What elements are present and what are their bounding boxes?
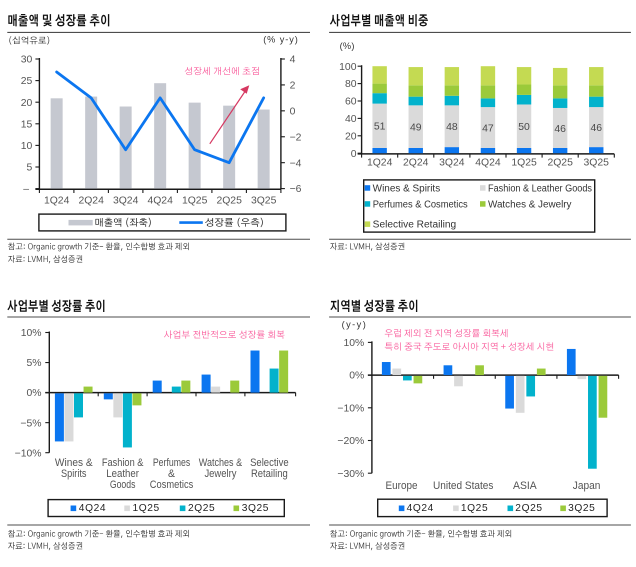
svg-text:−10%: −10%	[337, 403, 364, 414]
svg-text:Cosmetics: Cosmetics	[150, 479, 194, 491]
svg-text:80: 80	[345, 79, 357, 90]
svg-text:3Q25: 3Q25	[568, 503, 595, 514]
svg-text:5: 5	[27, 163, 33, 174]
svg-text:48: 48	[446, 122, 458, 133]
svg-text:4Q24: 4Q24	[79, 503, 106, 514]
svg-text:1Q25: 1Q25	[133, 503, 160, 514]
svg-text:&: &	[168, 468, 176, 480]
svg-text:60: 60	[345, 97, 357, 108]
svg-text:2Q25: 2Q25	[515, 503, 542, 514]
svg-text:Goods: Goods	[110, 479, 136, 491]
svg-text:5%: 5%	[26, 358, 41, 369]
svg-text:Perfumes: Perfumes	[153, 457, 191, 469]
svg-text:0%: 0%	[26, 388, 41, 399]
svg-text:(y-y): (y-y)	[342, 320, 368, 330]
svg-text:−6: −6	[290, 184, 302, 195]
svg-text:Wines &: Wines &	[55, 457, 93, 469]
svg-text:1Q25: 1Q25	[511, 157, 537, 168]
svg-text:–: –	[23, 184, 29, 195]
svg-text:−5%: −5%	[20, 418, 41, 429]
svg-text:4Q24: 4Q24	[407, 503, 434, 514]
svg-text:40: 40	[345, 114, 357, 125]
svg-text:1Q24: 1Q24	[367, 157, 393, 168]
svg-text:25: 25	[21, 76, 33, 87]
svg-text:2Q25: 2Q25	[188, 503, 215, 514]
svg-text:Fashion &: Fashion &	[102, 457, 144, 469]
svg-text:100: 100	[339, 62, 357, 73]
svg-text:49: 49	[410, 122, 422, 133]
svg-text:Fashion & Leather Goods: Fashion & Leather Goods	[488, 183, 592, 194]
svg-text:Perfumes & Cosmetics: Perfumes & Cosmetics	[373, 199, 468, 210]
svg-text:Retailing: Retailing	[251, 468, 288, 480]
svg-text:2Q24: 2Q24	[403, 157, 429, 168]
svg-text:3Q25: 3Q25	[251, 195, 277, 206]
svg-text:Japan: Japan	[573, 480, 601, 492]
svg-text:50: 50	[518, 122, 530, 133]
svg-text:1Q25: 1Q25	[182, 195, 208, 206]
svg-text:20: 20	[345, 131, 357, 142]
svg-text:4: 4	[290, 55, 296, 66]
svg-text:0: 0	[351, 149, 357, 160]
svg-text:3Q24: 3Q24	[439, 157, 465, 168]
svg-text:46: 46	[554, 124, 566, 135]
svg-text:−20%: −20%	[337, 436, 364, 447]
svg-text:2Q25: 2Q25	[547, 157, 573, 168]
svg-text:47: 47	[482, 123, 494, 134]
svg-text:Watches & Jewelry: Watches & Jewelry	[488, 199, 572, 210]
svg-text:4Q24: 4Q24	[475, 157, 501, 168]
svg-text:1Q24: 1Q24	[44, 195, 70, 206]
svg-text:Selective: Selective	[250, 457, 289, 469]
svg-text:2Q24: 2Q24	[78, 195, 104, 206]
svg-text:−4: −4	[290, 158, 302, 169]
svg-text:4Q24: 4Q24	[147, 195, 173, 206]
svg-text:46: 46	[590, 123, 602, 134]
svg-text:3Q25: 3Q25	[584, 157, 610, 168]
svg-text:2: 2	[290, 81, 296, 92]
svg-text:2Q25: 2Q25	[216, 195, 242, 206]
svg-text:3Q24: 3Q24	[113, 195, 139, 206]
svg-text:3Q25: 3Q25	[242, 503, 269, 514]
svg-text:Leather: Leather	[106, 468, 139, 480]
svg-text:20: 20	[21, 98, 33, 109]
svg-text:United States: United States	[433, 480, 494, 492]
svg-text:−10%: −10%	[15, 448, 42, 459]
svg-text:Watches &: Watches &	[199, 457, 243, 469]
svg-text:0%: 0%	[349, 371, 364, 382]
svg-text:ASIA: ASIA	[513, 480, 537, 492]
svg-text:0: 0	[290, 106, 296, 117]
svg-text:(% y-y): (% y-y)	[263, 35, 299, 45]
svg-text:Europe: Europe	[386, 480, 418, 492]
svg-text:51: 51	[374, 122, 386, 133]
svg-text:10: 10	[21, 141, 33, 152]
svg-text:Jewelry: Jewelry	[204, 468, 237, 480]
svg-text:−2: −2	[290, 132, 302, 143]
svg-text:1Q25: 1Q25	[461, 503, 488, 514]
svg-text:30: 30	[21, 55, 33, 66]
svg-text:(%): (%)	[340, 41, 355, 51]
svg-text:−30%: −30%	[337, 469, 364, 480]
svg-text:Spirits: Spirits	[61, 468, 87, 480]
svg-text:15: 15	[21, 119, 33, 130]
svg-text:Wines & Spirits: Wines & Spirits	[373, 183, 441, 194]
svg-text:Selective Retailing: Selective Retailing	[373, 220, 457, 231]
svg-text:10%: 10%	[21, 328, 42, 339]
svg-text:10%: 10%	[344, 338, 365, 349]
